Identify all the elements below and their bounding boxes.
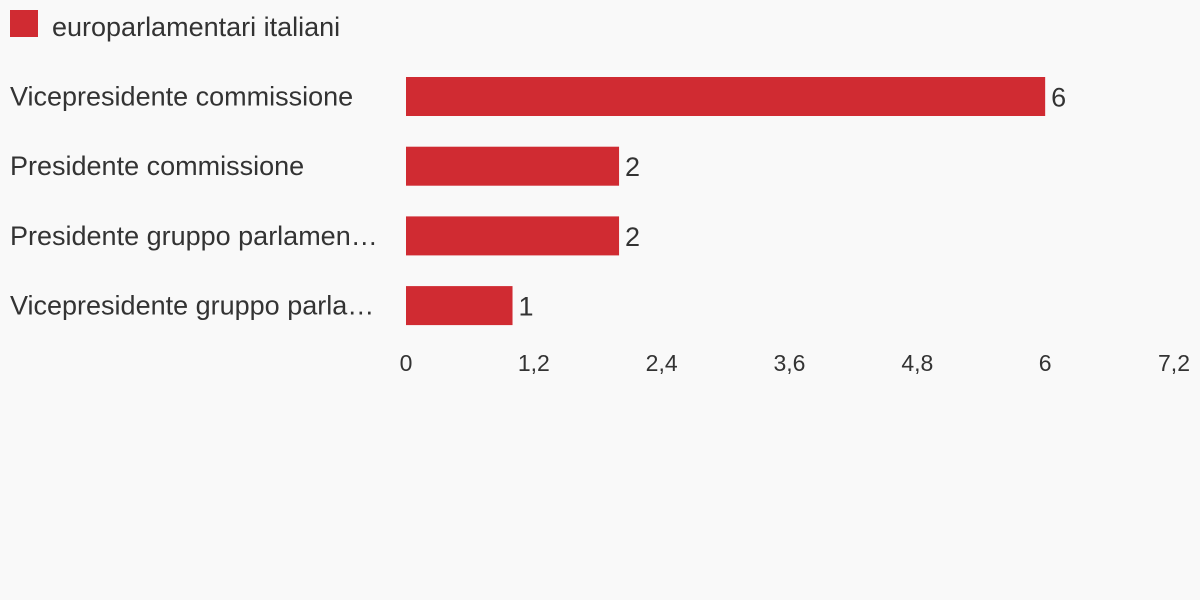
legend: europarlamentari italiani [10,10,340,42]
data-label: 2 [625,222,640,252]
category-label: Vicepresidente commissione [10,82,353,112]
x-tick-label: 4,8 [901,350,933,376]
bar [406,146,620,186]
data-labels: 6 2 2 1 [519,83,1067,322]
bar [406,286,513,326]
bar [406,216,620,256]
x-tick-label: 1,2 [518,350,550,376]
data-label: 6 [1051,83,1066,113]
category-label: Vicepresidente gruppo parla… [10,291,374,321]
data-label: 1 [519,292,534,322]
category-label: Presidente gruppo parlamen… [10,221,378,251]
x-tick-label: 6 [1039,350,1052,376]
category-labels: Vicepresidente commissione Presidente com… [10,82,378,321]
data-label: 2 [625,152,640,182]
bar [406,77,1046,116]
x-tick-label: 3,6 [774,350,806,376]
x-tick-label: 0 [400,350,413,376]
legend-swatch [10,10,38,37]
x-tick-label: 7,2 [1158,350,1190,376]
legend-label: europarlamentari italiani [52,12,340,42]
bars [406,77,1046,326]
x-axis-ticks: 0 1,2 2,4 3,6 4,8 6 7,2 [400,350,1190,376]
x-tick-label: 2,4 [646,350,678,376]
category-label: Presidente commissione [10,151,304,181]
